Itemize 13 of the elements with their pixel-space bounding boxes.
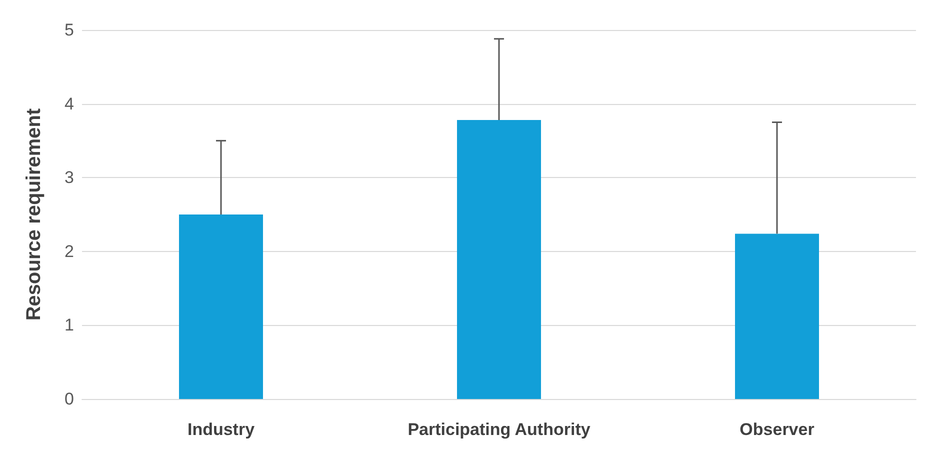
- x-tick-label: Observer: [740, 420, 815, 439]
- x-tick-label: Industry: [187, 420, 256, 439]
- bar: [457, 120, 541, 399]
- y-tick-label: 2: [64, 242, 74, 261]
- x-tick-label: Participating Authority: [408, 420, 591, 439]
- bar: [179, 214, 263, 399]
- y-tick-label: 4: [64, 94, 74, 114]
- bar: [735, 234, 819, 399]
- y-tick-label: 5: [64, 20, 74, 40]
- y-axis-title: Resource requirement: [23, 108, 45, 321]
- y-tick-label: 1: [64, 316, 74, 335]
- y-tick-label: 3: [64, 168, 74, 188]
- y-tick-label: 0: [64, 390, 74, 408]
